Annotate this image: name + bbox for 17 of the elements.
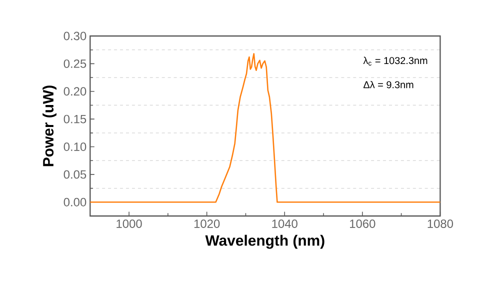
y-tick-label: 0.05 xyxy=(64,170,86,179)
x-tick-label: 1060 xyxy=(350,220,376,228)
y-tick-label: 0.30 xyxy=(64,32,86,40)
annotation: Δλ = 9.3nm xyxy=(363,80,414,88)
y-tick-label: 0.20 xyxy=(64,87,86,96)
y-tick-label: 0.15 xyxy=(64,114,86,124)
x-tick-label: 1080 xyxy=(428,220,454,228)
y-tick-label: 0.25 xyxy=(64,60,86,68)
y-tick-label: 0.10 xyxy=(64,142,86,152)
x-axis-title: Wavelength (nm) xyxy=(205,234,324,249)
annotation: λ$_{c}$ = 1032.3nm xyxy=(363,56,428,66)
y-axis-title: Power (uW) xyxy=(42,86,57,166)
x-tick-label: 1040 xyxy=(272,220,298,228)
x-tick-label: 1020 xyxy=(194,220,220,228)
line-series xyxy=(89,53,441,203)
x-tick-label: 1000 xyxy=(116,220,142,228)
y-tick-label: 0.00 xyxy=(64,198,86,206)
